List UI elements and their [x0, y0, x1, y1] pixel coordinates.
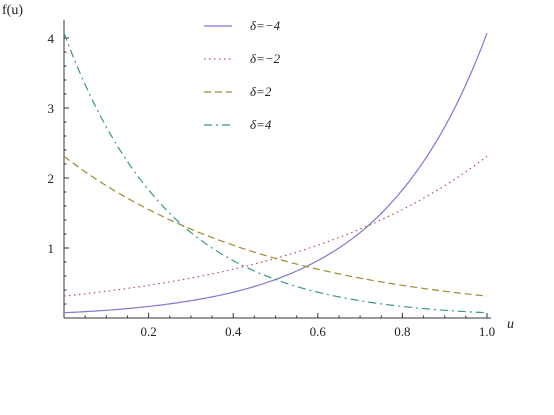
- legend: δ=−4 δ=−2 δ=2 δ=4: [204, 18, 281, 132]
- y-tick-label: 1: [48, 241, 55, 256]
- series-line-1: [63, 32, 488, 314]
- x-tick-label: 1.0: [479, 324, 495, 339]
- y-axis-title: f(u): [2, 3, 23, 18]
- x-tick-label: 0.2: [140, 324, 156, 339]
- axes: [63, 20, 491, 319]
- y-tick-label: 4: [48, 31, 55, 46]
- x-axis-title: u: [507, 317, 514, 332]
- legend-label: δ=2: [250, 84, 272, 99]
- y-ticks: 1 2 3 4: [48, 31, 69, 305]
- series-line-3: [63, 155, 488, 297]
- legend-label: δ=−4: [250, 18, 281, 33]
- series-line-2: [63, 155, 488, 297]
- legend-label: δ=4: [250, 117, 272, 132]
- legend-label: δ=−2: [250, 51, 281, 66]
- y-tick-label: 3: [48, 101, 55, 116]
- series-line-4: [63, 32, 488, 314]
- x-tick-label: 0.4: [225, 324, 242, 339]
- x-tick-label: 0.8: [394, 324, 410, 339]
- x-ticks: 0.2 0.4 0.6 0.8 1.0: [84, 313, 495, 339]
- x-tick-label: 0.6: [310, 324, 327, 339]
- series-layer: [63, 32, 488, 314]
- y-tick-label: 2: [48, 171, 55, 186]
